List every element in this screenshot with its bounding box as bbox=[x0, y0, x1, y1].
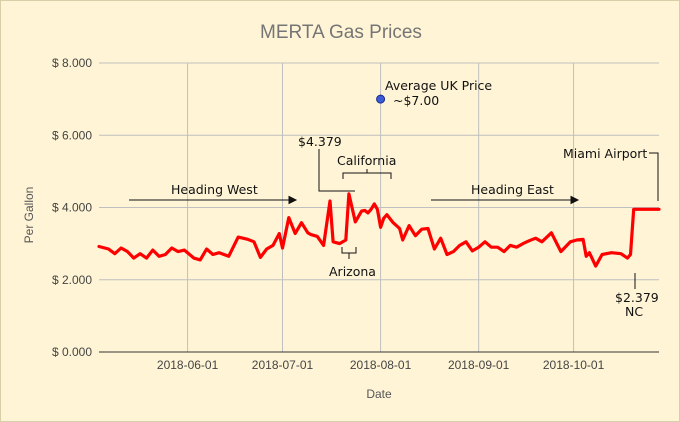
annotation-nc: NC bbox=[625, 304, 643, 319]
price-line bbox=[97, 192, 661, 268]
y-tick-label: $ 8.000 bbox=[52, 56, 92, 70]
annotation-california: California bbox=[337, 153, 396, 168]
annotation-heading-east: Heading East bbox=[471, 182, 554, 197]
miami-leader-line bbox=[649, 152, 659, 201]
annotation-uk-value: ~$7.00 bbox=[393, 93, 439, 108]
annotation-heading-west: Heading West bbox=[171, 182, 258, 197]
y-tick-label: $ 2.000 bbox=[52, 273, 92, 287]
heading-east-arrowhead bbox=[570, 195, 580, 205]
x-tick-label: 2018-07-01 bbox=[252, 358, 314, 372]
heading-west-arrowhead bbox=[288, 195, 298, 205]
annotation-uk-price: Average UK Price bbox=[385, 78, 492, 93]
uk-average-point bbox=[376, 94, 386, 104]
y-tick-label: $ 0.000 bbox=[52, 345, 92, 359]
arizona-bracket bbox=[341, 247, 357, 254]
california-bracket bbox=[342, 172, 392, 179]
x-axis-label: Date bbox=[366, 387, 392, 401]
y-tick-labels: $ 0.000 $ 2.000 $ 4.000 $ 6.000 $ 8.000 bbox=[52, 56, 92, 359]
annotation-peak-price: $4.379 bbox=[298, 134, 342, 149]
x-tick-label: 2018-08-01 bbox=[350, 358, 412, 372]
annotation-miami-airport: Miami Airport bbox=[563, 146, 647, 161]
y-axis-label: Per Gallon bbox=[22, 187, 36, 244]
grid-lines bbox=[99, 62, 659, 352]
peak-leader-line bbox=[318, 149, 355, 192]
annotation-low-price: $2.379 bbox=[615, 290, 659, 305]
x-tick-label: 2018-06-01 bbox=[157, 358, 219, 372]
chart-title: MERTA Gas Prices bbox=[260, 22, 422, 43]
x-tick-label: 2018-10-01 bbox=[543, 358, 605, 372]
x-tick-label: 2018-09-01 bbox=[448, 358, 510, 372]
annotation-arizona: Arizona bbox=[329, 264, 376, 279]
x-tick-labels: 2018-06-01 2018-07-01 2018-08-01 2018-09-01… bbox=[157, 358, 605, 372]
annotation-marks bbox=[129, 149, 659, 289]
y-tick-label: $ 4.000 bbox=[52, 201, 92, 215]
y-tick-label: $ 6.000 bbox=[52, 128, 92, 142]
